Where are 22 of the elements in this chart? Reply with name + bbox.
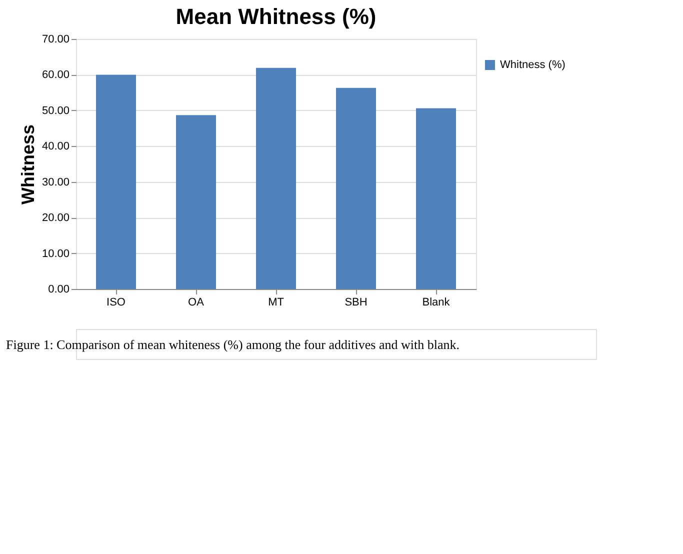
bar <box>96 74 136 289</box>
legend-label: Whitness (%) <box>500 59 566 71</box>
caption: Figure 1: Comparison of mean whiteness (%) among the four additives and with blank. <box>6 337 460 352</box>
y-tick-label: 0.00 <box>48 284 70 296</box>
chart-title: Mean Whitness (%) <box>176 4 376 29</box>
y-tick-label: 40.00 <box>42 140 70 153</box>
x-tick-label: ISO <box>106 296 126 308</box>
y-tick-label: 20.00 <box>42 212 70 224</box>
bar <box>176 115 216 289</box>
y-tick-label: 60.00 <box>42 69 70 82</box>
y-tick-label: 70.00 <box>42 34 70 46</box>
y-tick-label: 50.00 <box>42 104 70 117</box>
x-tick-label: OA <box>188 296 205 308</box>
x-tick-label: MT <box>268 296 284 308</box>
bar <box>416 108 456 289</box>
bar <box>336 88 376 289</box>
y-axis-title: Whitness <box>18 124 38 205</box>
x-tick-label: SBH <box>344 296 368 308</box>
bar <box>256 68 296 289</box>
x-tick-label: Blank <box>422 296 450 308</box>
y-tick-label: 30.00 <box>42 176 70 188</box>
y-tick-label: 10.00 <box>42 248 70 260</box>
